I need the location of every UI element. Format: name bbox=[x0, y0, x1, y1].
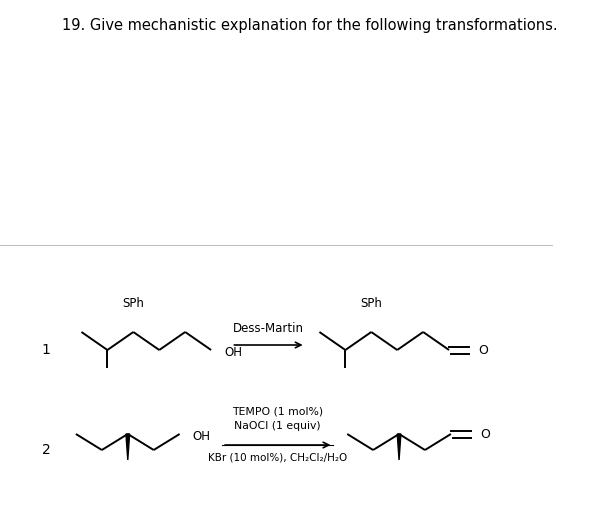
Text: OH: OH bbox=[224, 346, 242, 359]
Text: SPh: SPh bbox=[122, 297, 144, 310]
Text: TEMPO (1 mol%): TEMPO (1 mol%) bbox=[232, 407, 324, 417]
Text: O: O bbox=[479, 343, 488, 357]
Text: 1: 1 bbox=[42, 343, 51, 357]
Polygon shape bbox=[397, 434, 401, 460]
Text: SPh: SPh bbox=[361, 297, 382, 310]
Text: 2: 2 bbox=[42, 443, 51, 457]
Text: O: O bbox=[481, 428, 490, 440]
Text: KBr (10 mol%), CH₂Cl₂/H₂O: KBr (10 mol%), CH₂Cl₂/H₂O bbox=[208, 453, 347, 463]
Text: 19. Give mechanistic explanation for the following transformations.: 19. Give mechanistic explanation for the… bbox=[61, 18, 558, 33]
Polygon shape bbox=[126, 434, 130, 460]
Text: Dess-Martin: Dess-Martin bbox=[233, 322, 304, 335]
Text: OH: OH bbox=[193, 430, 211, 442]
Text: NaOCI (1 equiv): NaOCI (1 equiv) bbox=[235, 421, 321, 431]
